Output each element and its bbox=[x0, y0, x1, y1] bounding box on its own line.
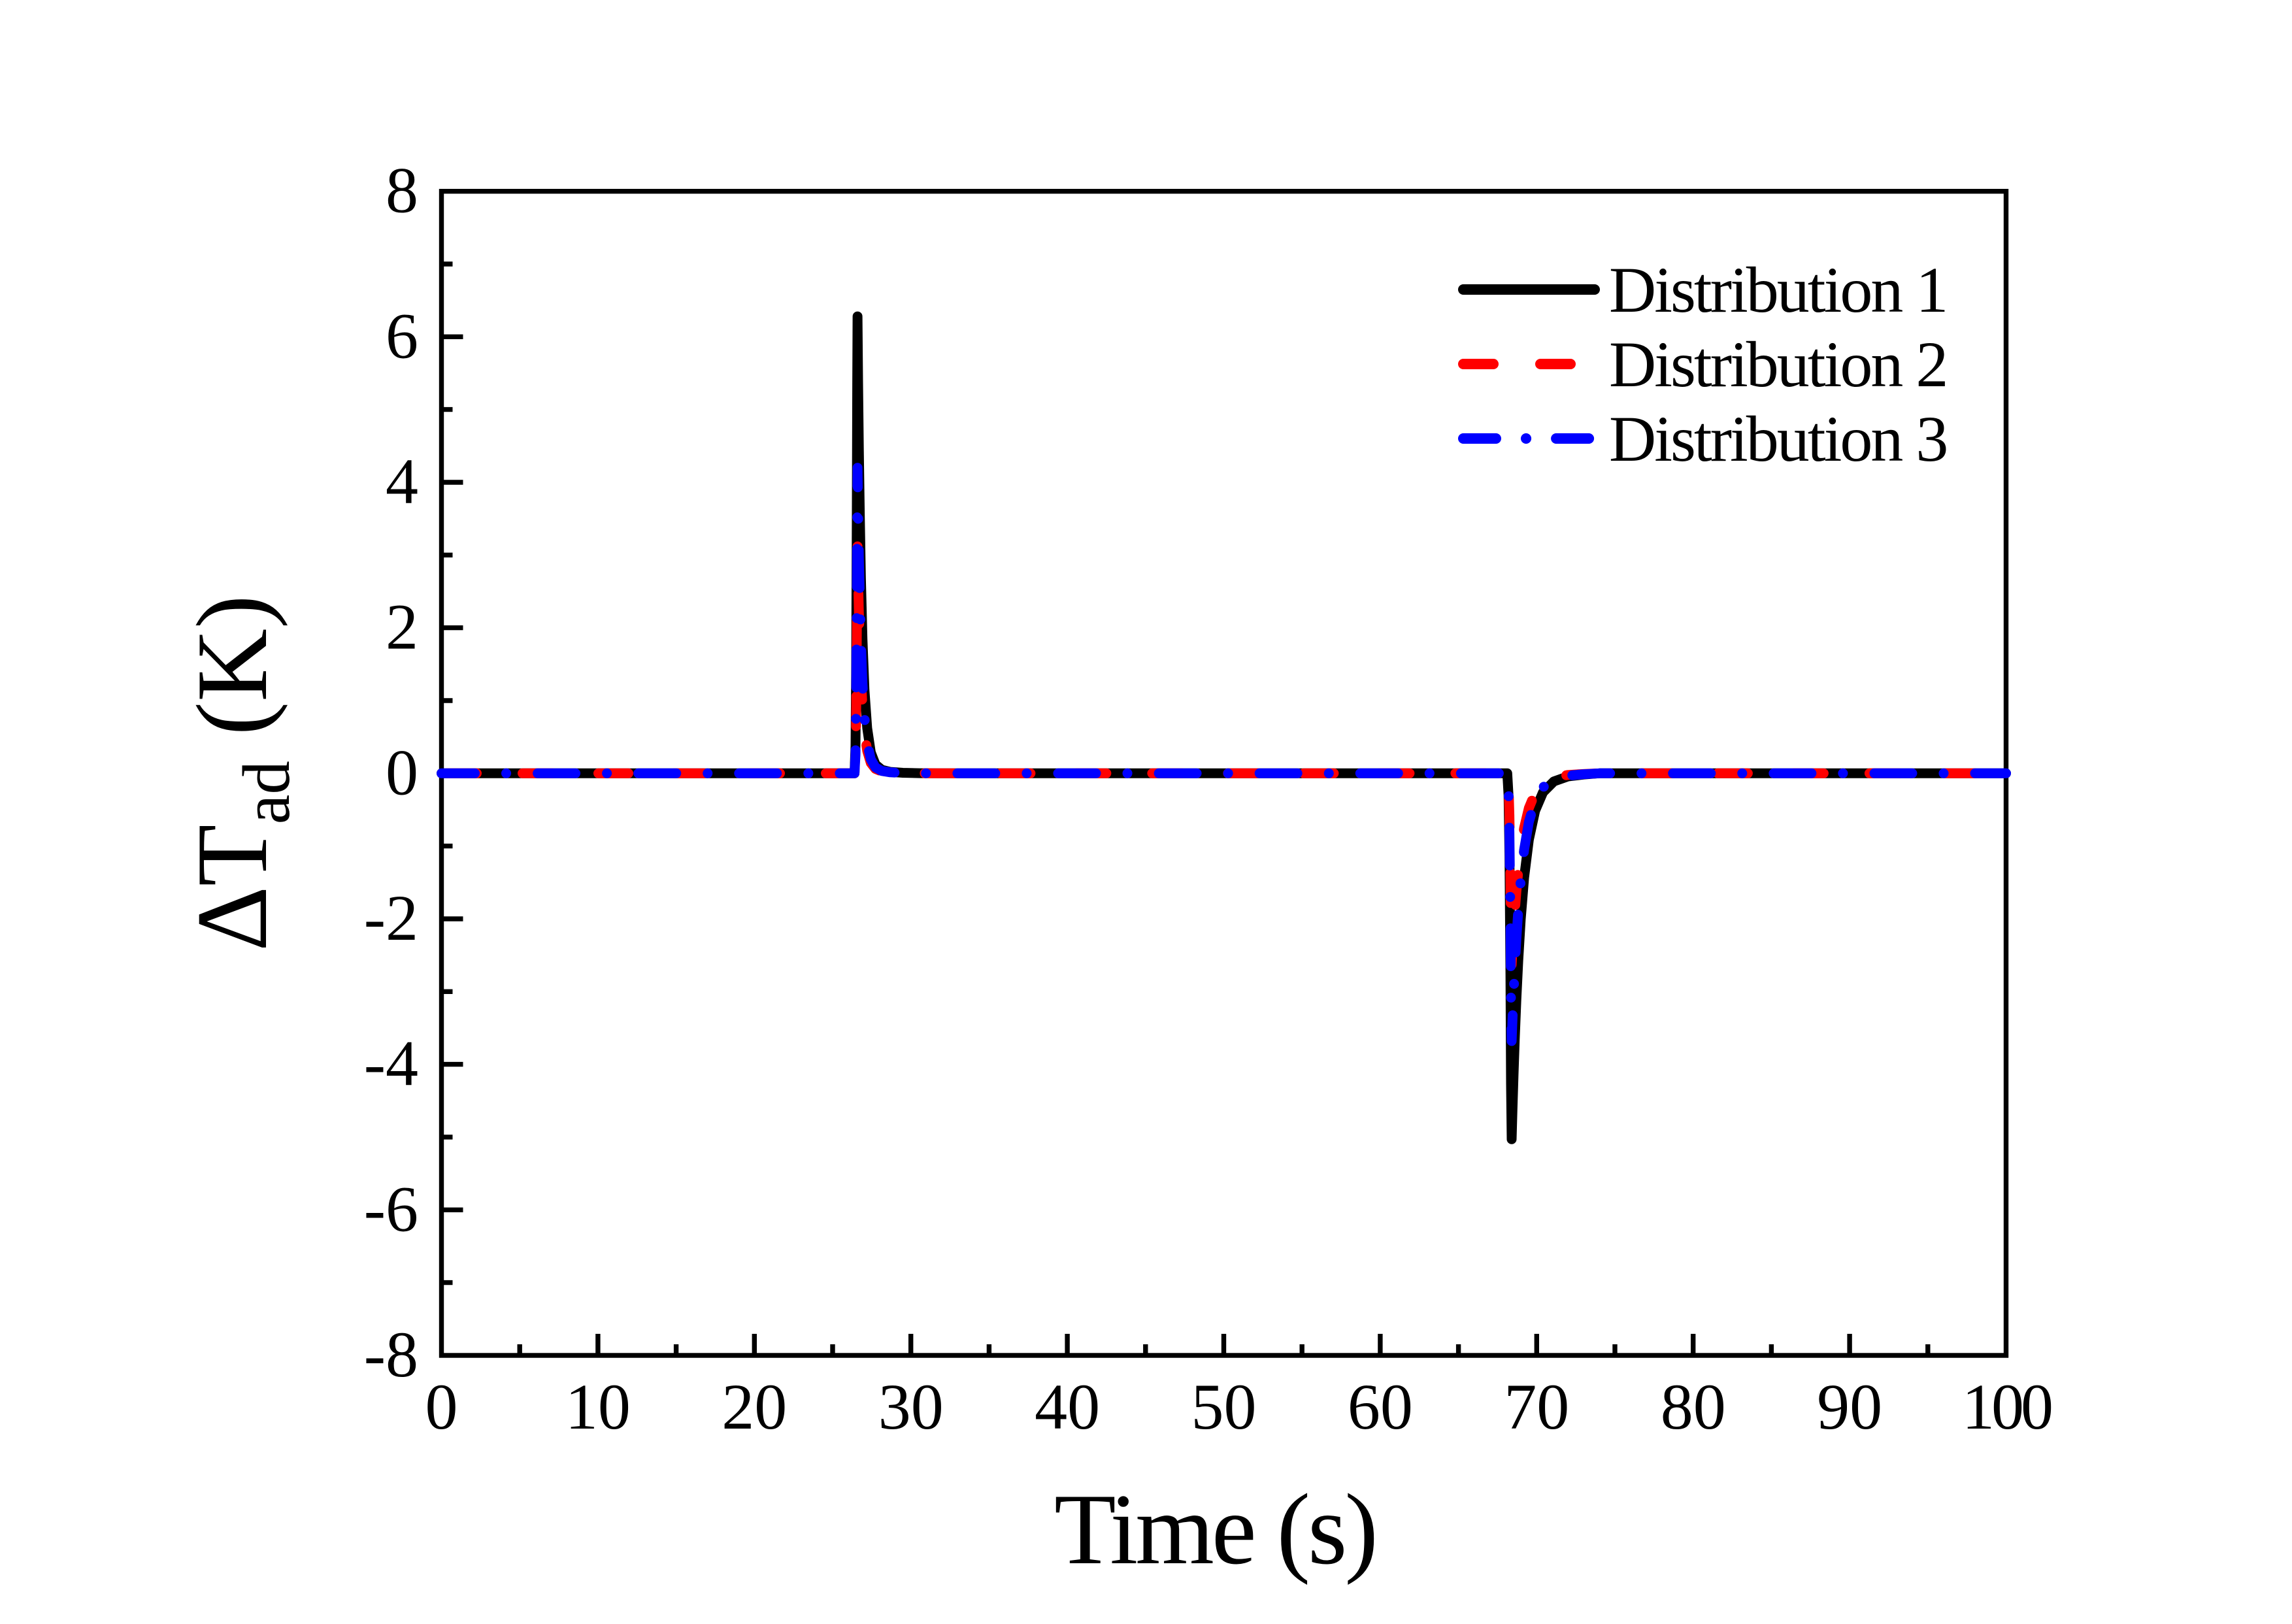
svg-text:Distribution 1: Distribution 1 bbox=[1609, 254, 1946, 326]
svg-text:30: 30 bbox=[878, 1370, 944, 1443]
svg-text:70: 70 bbox=[1504, 1370, 1569, 1443]
svg-text:4: 4 bbox=[386, 445, 418, 518]
svg-text:60: 60 bbox=[1348, 1370, 1413, 1443]
svg-text:Time (s): Time (s) bbox=[1054, 1473, 1376, 1585]
svg-text:100: 100 bbox=[1962, 1370, 2051, 1443]
svg-text:6: 6 bbox=[386, 299, 418, 372]
svg-text:-6: -6 bbox=[364, 1172, 418, 1245]
svg-text:Distribution 2: Distribution 2 bbox=[1609, 328, 1946, 401]
svg-text:50: 50 bbox=[1191, 1370, 1257, 1443]
svg-text:90: 90 bbox=[1817, 1370, 1882, 1443]
svg-text:8: 8 bbox=[386, 154, 418, 227]
svg-text:ΔTad (K): ΔTad (K) bbox=[176, 595, 304, 952]
svg-text:10: 10 bbox=[565, 1370, 631, 1443]
svg-text:80: 80 bbox=[1661, 1370, 1726, 1443]
svg-text:2: 2 bbox=[386, 591, 418, 663]
svg-text:40: 40 bbox=[1035, 1370, 1100, 1443]
svg-text:Distribution 3: Distribution 3 bbox=[1609, 403, 1946, 475]
svg-text:20: 20 bbox=[722, 1370, 787, 1443]
svg-text:-4: -4 bbox=[364, 1027, 418, 1100]
svg-text:-8: -8 bbox=[364, 1318, 418, 1391]
svg-text:0: 0 bbox=[425, 1370, 458, 1443]
svg-text:0: 0 bbox=[386, 736, 418, 808]
svg-text:-2: -2 bbox=[364, 882, 418, 954]
